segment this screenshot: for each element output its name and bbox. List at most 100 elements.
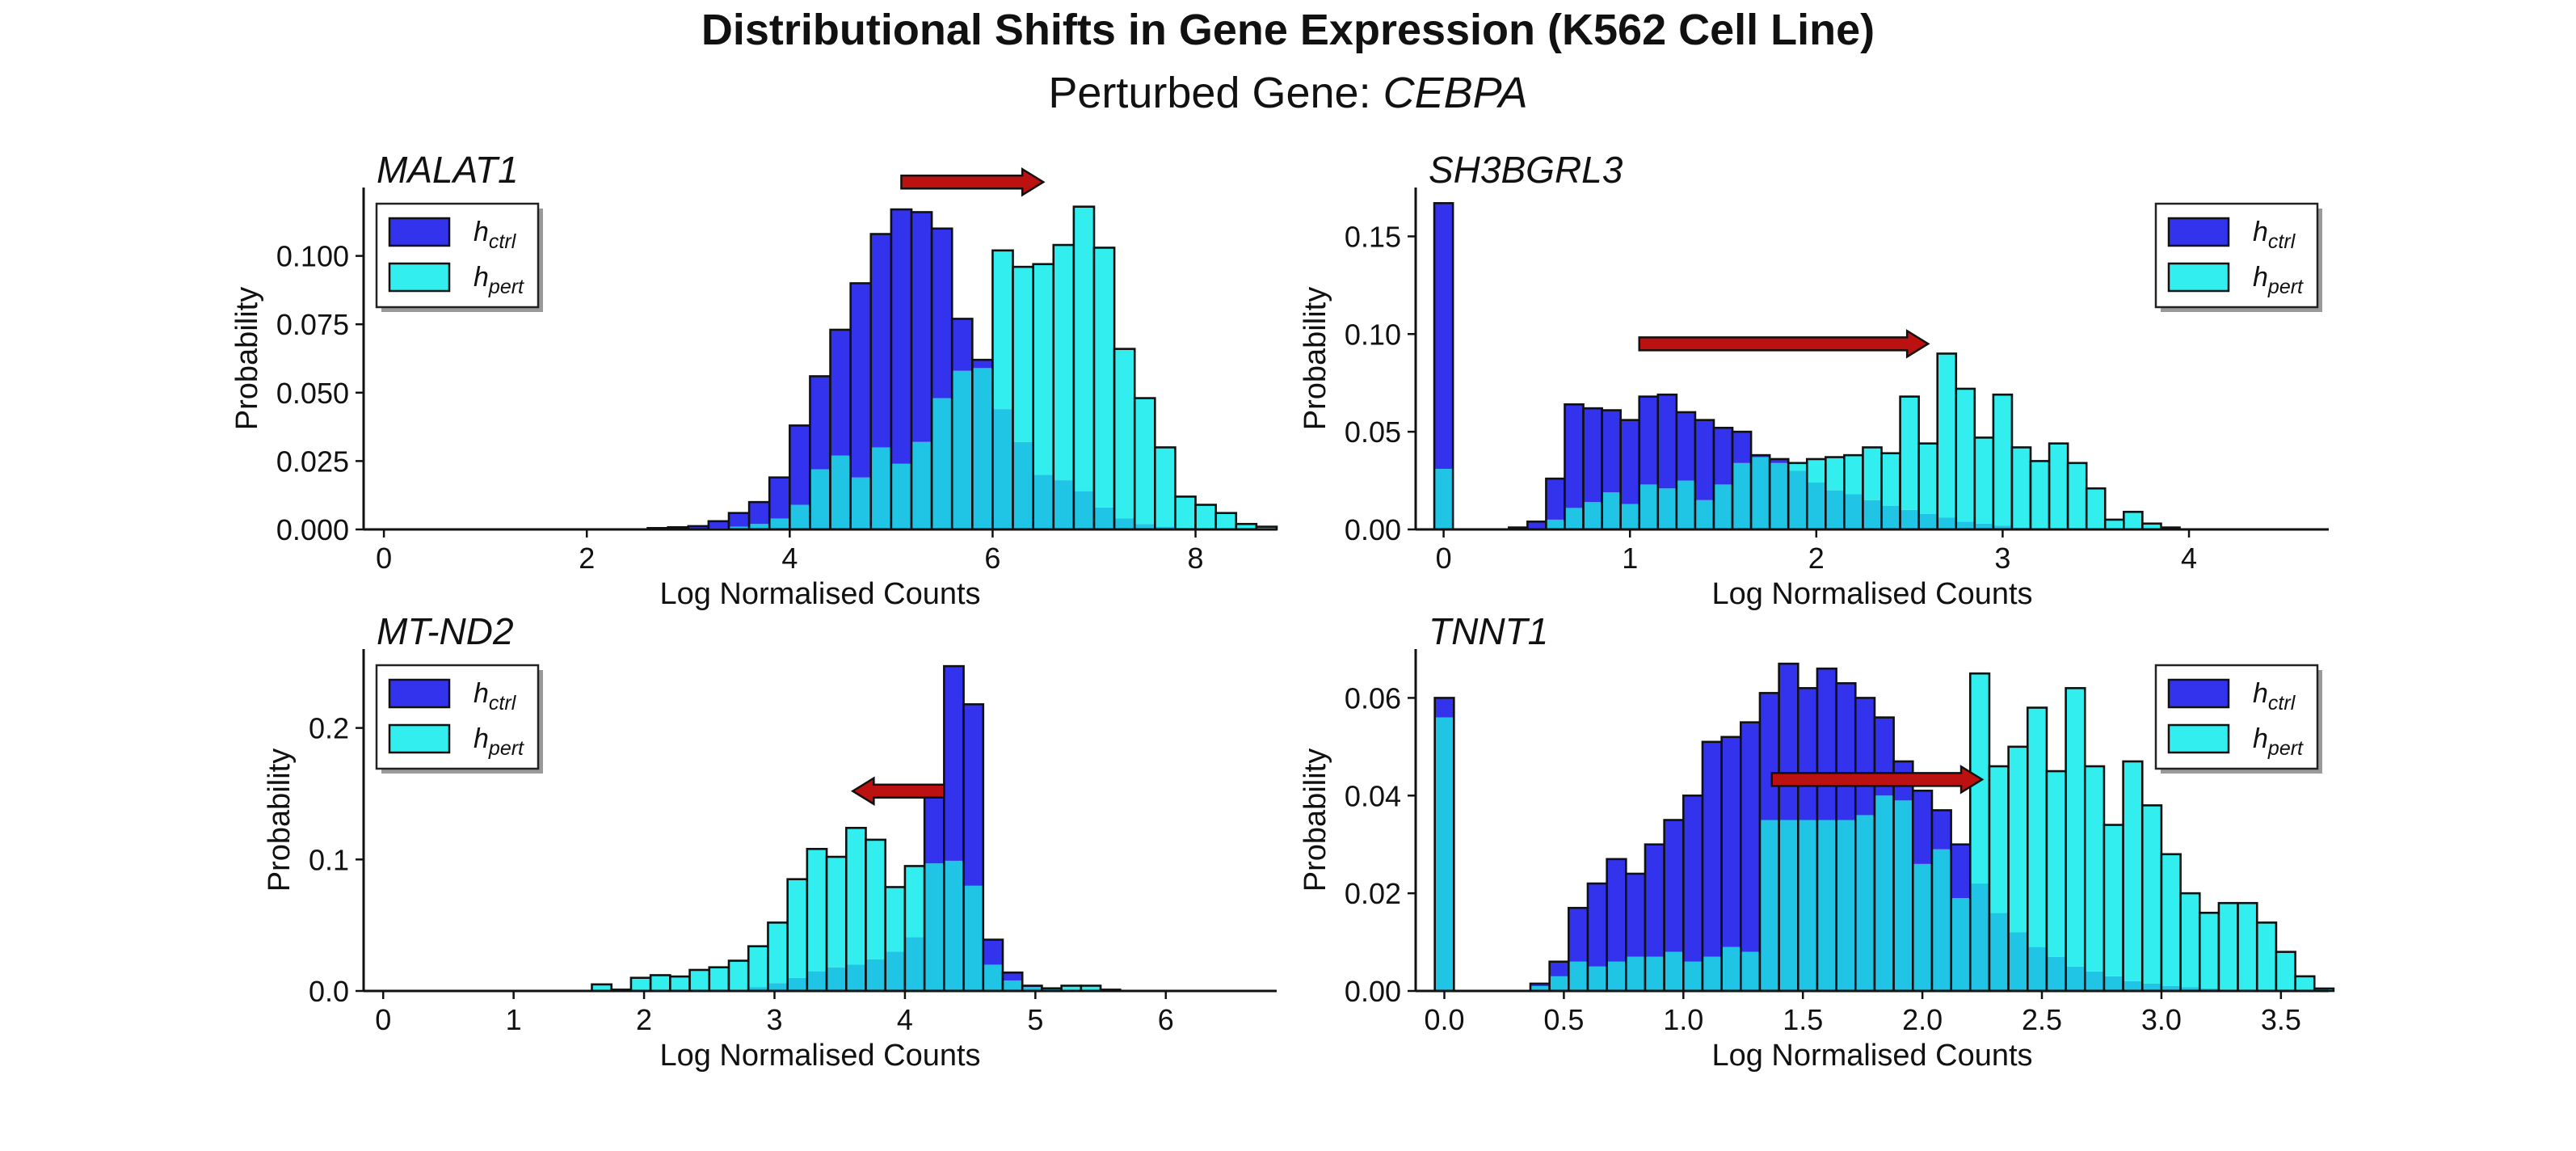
bar-pert <box>2295 976 2315 991</box>
bar-ctrl <box>729 512 750 527</box>
bar-ctrl <box>708 521 729 529</box>
bar-overlap <box>789 504 810 529</box>
bar-pert <box>1073 206 1094 491</box>
legend-swatch-ctrl <box>2167 217 2230 247</box>
x-tick-label: 8 <box>1188 542 1204 575</box>
x-tick-label: 4 <box>781 542 798 575</box>
bar-overlap <box>1893 800 1913 991</box>
bar-pert <box>2086 488 2106 529</box>
x-tick-label: 0.5 <box>1543 1003 1584 1036</box>
x-tick-label: 3 <box>1994 542 2010 575</box>
bar-overlap <box>1807 482 1826 529</box>
y-tick-label: 0.00 <box>1345 975 1401 1008</box>
bar-pert <box>1061 985 1081 990</box>
bar-overlap <box>1863 500 1882 529</box>
bar-overlap <box>885 951 905 991</box>
shift-arrow <box>850 776 945 806</box>
bar-pert <box>670 976 690 991</box>
bar-overlap <box>1134 524 1155 529</box>
bar-pert <box>1989 766 2009 913</box>
bar-overlap <box>1568 961 1588 991</box>
bar-pert <box>1937 353 1956 518</box>
bar-overlap <box>2123 980 2143 991</box>
legend-swatch-ctrl <box>388 678 451 709</box>
x-axis-label: Log Normalised Counts <box>659 1039 980 1073</box>
bar-pert <box>806 849 827 972</box>
legend-swatch-ctrl <box>2167 678 2230 709</box>
y-axis-label: Probability <box>263 748 297 892</box>
y-tick-label: 0.04 <box>1345 779 1401 812</box>
bar-overlap <box>904 937 925 991</box>
bar-overlap <box>830 455 851 529</box>
bar-ctrl <box>1759 693 1779 820</box>
bar-pert <box>2314 988 2334 991</box>
x-tick-label: 2 <box>636 1003 652 1036</box>
bar-ctrl <box>1583 408 1602 503</box>
bar-overlap <box>1993 525 2012 529</box>
bar-overlap <box>2065 966 2086 991</box>
bar-pert <box>2027 707 2047 947</box>
bar-ctrl <box>789 425 810 505</box>
x-tick-label: 6 <box>984 542 1000 575</box>
bar-overlap <box>1816 820 1837 991</box>
bar-pert <box>2218 903 2238 990</box>
bar-overlap <box>1855 815 1875 991</box>
x-tick-label: 1.5 <box>1783 1003 1823 1036</box>
bar-overlap <box>1798 820 1817 991</box>
bar-pert <box>729 960 749 990</box>
bar-pert <box>787 879 807 978</box>
y-tick-label: 0.1 <box>309 843 349 876</box>
bar-overlap <box>2103 976 2124 991</box>
bar-ctrl <box>749 502 770 525</box>
bar-ctrl <box>688 525 709 529</box>
bar-pert <box>1256 526 1277 529</box>
bar-overlap <box>1564 508 1584 529</box>
y-tick-label: 0.15 <box>1345 220 1401 253</box>
bar-ctrl <box>911 212 932 442</box>
bar-overlap <box>1583 502 1602 529</box>
bar-overlap <box>1931 849 1951 991</box>
bar-overlap <box>1778 820 1799 991</box>
bar-pert <box>846 828 866 965</box>
bar-overlap <box>1022 987 1042 991</box>
bar-pert <box>630 977 651 991</box>
bar-pert <box>992 250 1013 410</box>
bar-ctrl <box>963 704 983 886</box>
x-tick-label: 3.5 <box>2261 1003 2301 1036</box>
x-axis-label: Log Normalised Counts <box>1711 577 2032 611</box>
bar-ctrl <box>1664 820 1684 952</box>
y-tick-label: 0.00 <box>1345 513 1401 546</box>
bar-ctrl <box>830 329 851 456</box>
x-tick-label: 2 <box>1808 542 1825 575</box>
bar-overlap <box>963 885 983 991</box>
x-tick-label: 0 <box>376 542 392 575</box>
bar-overlap <box>1751 457 1770 529</box>
bar-ctrl <box>1694 420 1714 500</box>
bar-overlap <box>890 463 911 529</box>
bar-ctrl <box>1702 741 1722 957</box>
bar-ctrl <box>1721 736 1741 947</box>
bar-overlap <box>2180 987 2200 991</box>
bar-pert <box>2142 523 2161 529</box>
figure-title: Distributional Shifts in Gene Expression… <box>701 6 1875 54</box>
bar-pert <box>2011 447 2031 528</box>
bar-ctrl <box>1816 668 1837 820</box>
bar-pert <box>865 839 886 959</box>
panel-0: 0 2 4 6 8 0.000 0.025 0.050 0.075 0.100 Log Normal… <box>230 149 1278 611</box>
bar-overlap <box>1970 883 1989 991</box>
bar-overlap <box>1530 985 1550 991</box>
bar-overlap <box>2142 983 2161 991</box>
bar-ctrl <box>1639 396 1658 485</box>
bar-overlap <box>1676 480 1695 529</box>
bar-overlap <box>810 469 831 529</box>
y-tick-label: 0.0 <box>309 975 349 1008</box>
bar-overlap <box>1094 507 1115 529</box>
bar-pert <box>1080 985 1101 991</box>
bar-overlap <box>1844 494 1863 529</box>
bar-ctrl <box>810 376 831 470</box>
bar-pert <box>1807 458 1826 483</box>
bar-ctrl <box>1626 873 1645 957</box>
bar-overlap <box>944 860 964 991</box>
x-tick-label: 0 <box>375 1003 391 1036</box>
panel-title: MT-ND2 <box>377 610 514 652</box>
